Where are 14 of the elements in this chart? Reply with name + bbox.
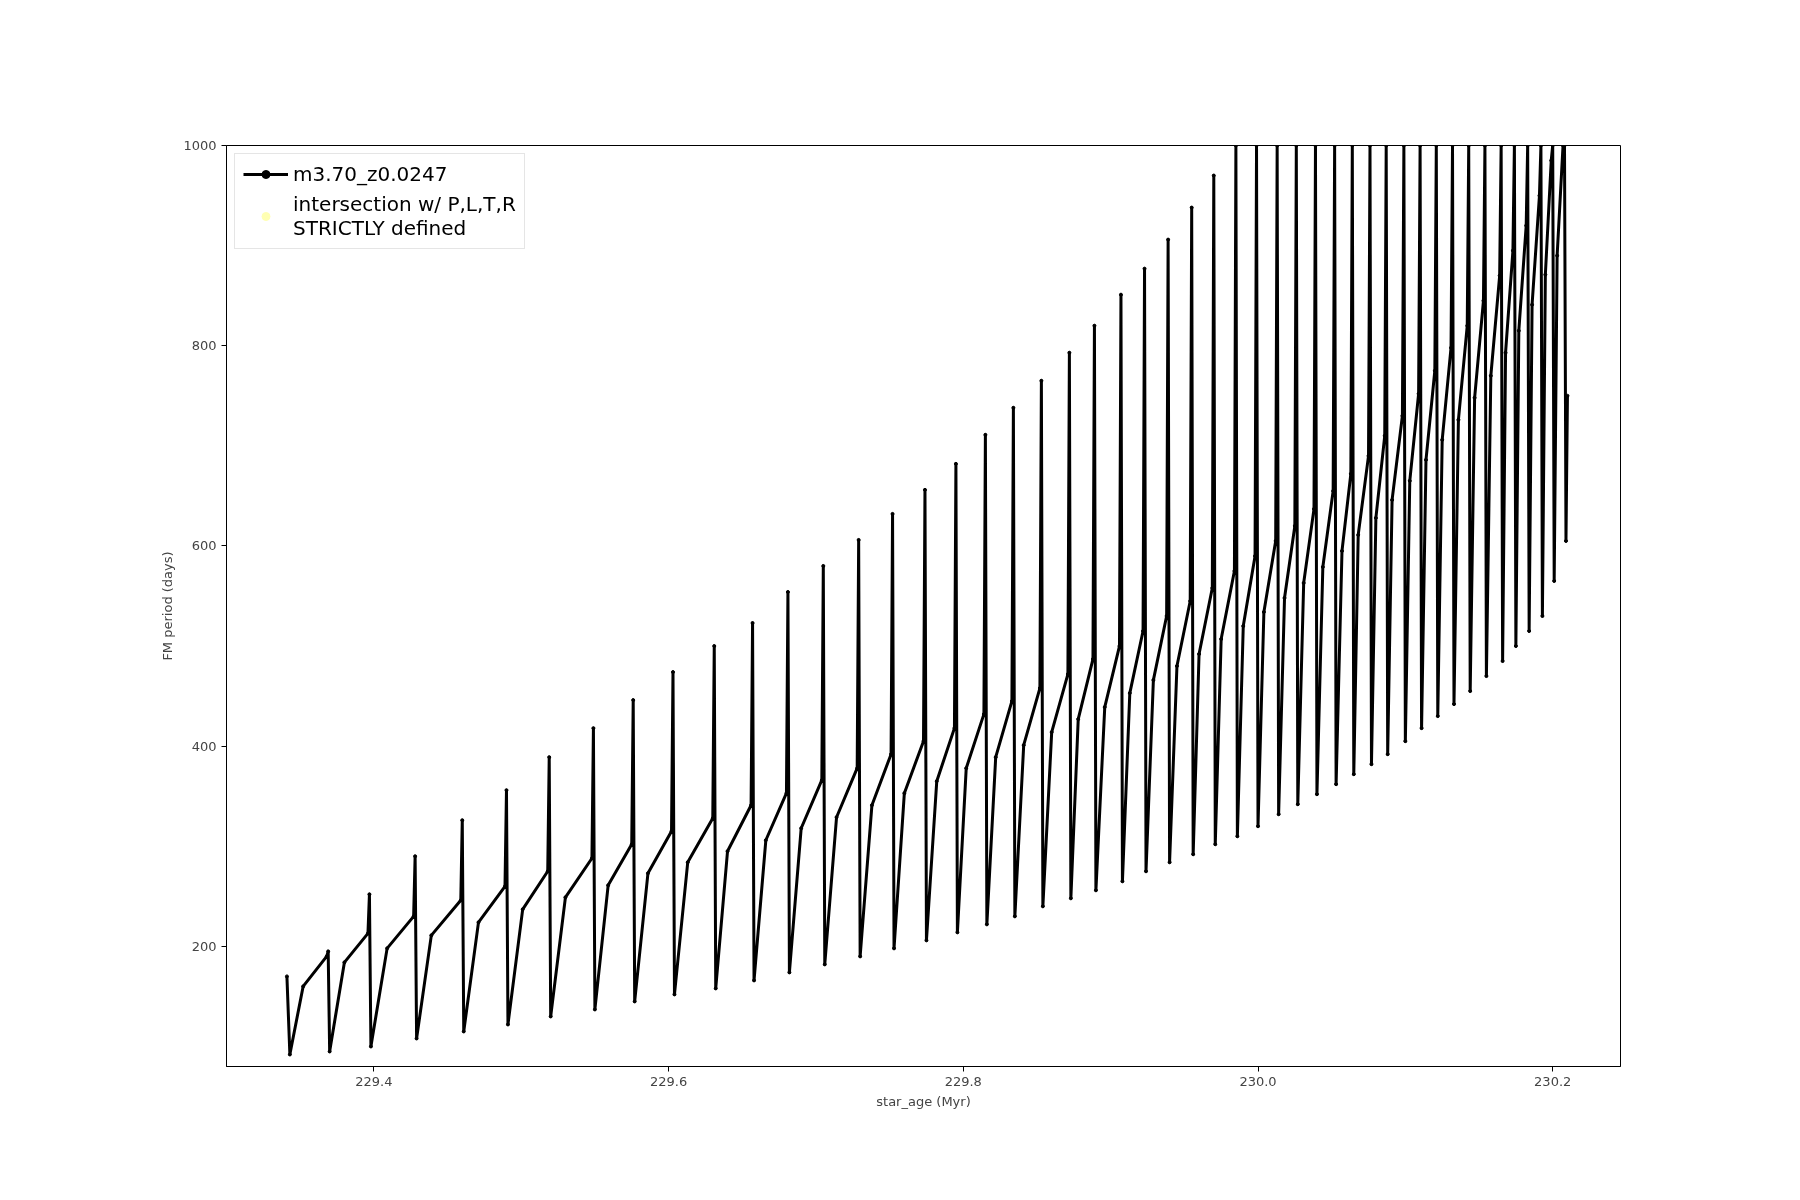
y-tick-label: 400 [191, 738, 217, 754]
y-axis-title: FM period (days) [160, 551, 176, 661]
x-tick-label: 230.0 [1239, 1073, 1277, 1089]
x-tick-label: 229.4 [355, 1073, 393, 1089]
y-tick-label: 200 [191, 938, 217, 954]
legend-label: m3.70_z0.0247 [293, 162, 448, 186]
x-axis-title: star_age (Myr) [876, 1093, 971, 1109]
y-tick-label: 800 [191, 338, 217, 354]
x-tick-label: 229.6 [649, 1073, 688, 1089]
legend-label: intersection w/ P,L,T,R STRICTLY defined [293, 192, 516, 240]
x-tick-label: 230.2 [1534, 1073, 1572, 1089]
y-tick-label: 600 [191, 538, 217, 554]
x-tick-label: 229.8 [944, 1073, 982, 1089]
y-tick-label: 1000 [183, 138, 217, 153]
